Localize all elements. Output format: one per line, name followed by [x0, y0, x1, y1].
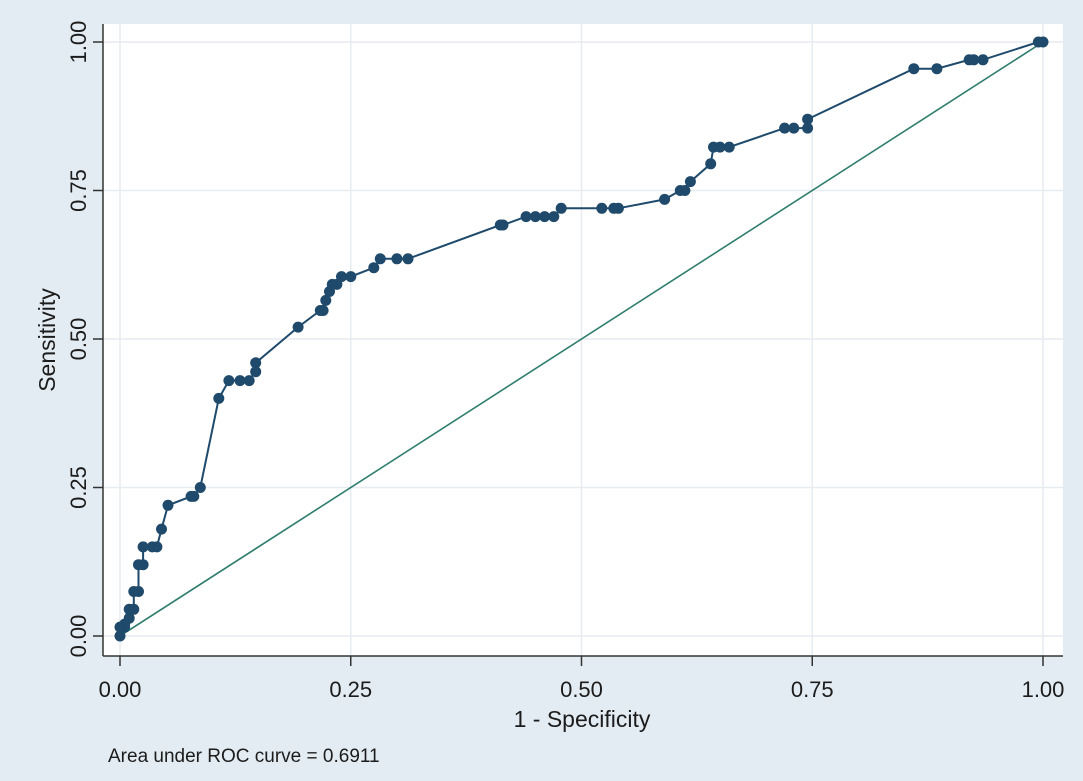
roc-point	[659, 193, 671, 205]
reference-line-group	[119, 41, 1044, 637]
roc-point	[497, 219, 509, 231]
reference-line	[119, 41, 1044, 637]
roc-point	[555, 202, 567, 214]
roc-point	[250, 366, 262, 378]
roc-point	[137, 541, 149, 553]
roc-point	[123, 612, 135, 624]
roc-point	[931, 63, 943, 75]
roc-point	[188, 490, 200, 502]
roc-points-group	[114, 36, 1049, 642]
roc-point	[802, 122, 814, 134]
roc-point	[1037, 36, 1049, 48]
roc-point	[802, 113, 814, 125]
axes	[93, 24, 1063, 666]
x-tick-label: 1.00	[1022, 677, 1065, 702]
gridlines	[103, 24, 1063, 656]
roc-point	[539, 211, 551, 223]
roc-point	[368, 262, 380, 274]
auc-note: Area under ROC curve = 0.6911	[108, 746, 380, 767]
roc-point	[705, 158, 717, 170]
x-tick-label: 0.75	[791, 677, 834, 702]
y-axis-label: Sensitivity	[34, 288, 60, 392]
roc-point	[320, 294, 332, 306]
roc-point	[529, 211, 541, 223]
roc-point	[243, 375, 255, 387]
roc-point	[684, 176, 696, 188]
roc-point	[151, 541, 163, 553]
roc-point	[128, 603, 140, 615]
x-axis-label: 1 - Specificity	[514, 706, 651, 732]
roc-point	[908, 63, 920, 75]
y-tick-label: 0.75	[66, 169, 91, 212]
roc-point	[114, 630, 126, 642]
y-tick-label: 1.00	[66, 21, 91, 64]
roc-point	[402, 253, 414, 265]
roc-point	[194, 482, 206, 493]
roc-point	[391, 253, 403, 265]
roc-point	[779, 122, 791, 134]
x-tick-label: 0.50	[560, 677, 603, 702]
roc-point	[374, 253, 386, 265]
roc-point	[968, 54, 980, 66]
x-tick-label: 0.25	[329, 677, 372, 702]
x-tick-label: 0.00	[99, 677, 142, 702]
roc-point	[788, 122, 800, 134]
roc-point	[223, 375, 235, 387]
y-tick-label: 0.00	[66, 615, 91, 658]
roc-point	[612, 202, 624, 214]
x-tick-labels: 0.00 0.25 0.50 0.75 1.00	[99, 677, 1065, 702]
roc-point	[133, 586, 144, 597]
roc-point	[162, 499, 174, 511]
roc-point	[250, 357, 262, 369]
roc-point	[137, 559, 149, 571]
roc-point	[317, 305, 329, 316]
roc-point	[213, 392, 225, 404]
roc-point	[714, 141, 726, 153]
roc-point	[336, 271, 347, 283]
roc-point	[977, 54, 989, 66]
y-tick-labels: 0.00 0.25 0.50 0.75 1.00	[66, 21, 91, 658]
roc-point	[548, 211, 560, 223]
plot-area	[103, 24, 1063, 656]
roc-point	[723, 141, 735, 153]
roc-point	[520, 211, 532, 223]
roc-point	[345, 271, 357, 283]
roc-point	[234, 375, 246, 387]
y-tick-label: 0.50	[66, 318, 91, 361]
roc-point	[156, 523, 167, 535]
roc-point	[679, 185, 691, 196]
roc-point	[292, 321, 304, 333]
y-tick-label: 0.25	[66, 466, 91, 509]
roc-point	[596, 202, 608, 214]
